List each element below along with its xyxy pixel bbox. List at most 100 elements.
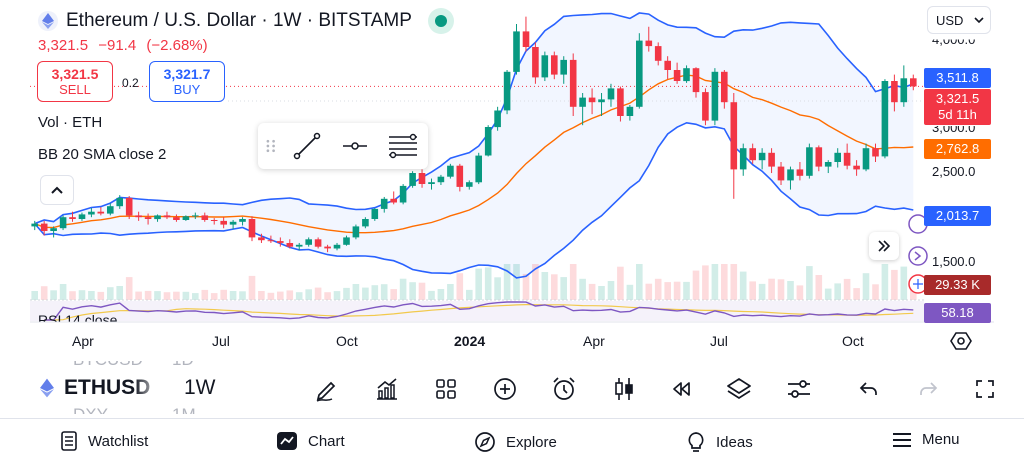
symbol-header[interactable]: Ethereum / U.S. Dollar · 1W · BITSTAMP [38,8,454,34]
compare-symbol-button[interactable] [492,376,518,402]
volume-bar [59,284,67,300]
sell-price: 3,321.5 [51,66,99,82]
candle [343,235,350,246]
volume-bar [267,292,275,300]
chevron-down-icon [974,17,984,24]
price-level-4000: 4,000.0 [932,32,976,48]
rsi-pane-bg [30,301,924,321]
candle [824,160,832,174]
symbol-title[interactable]: Ethereum / U.S. Dollar · 1W · BITSTAMP [66,10,412,31]
volume-bar [749,281,756,300]
indicators-button[interactable] [374,376,400,402]
expand-panel-button[interactable] [869,232,899,260]
volume-bar [182,291,190,300]
candle [192,212,199,220]
redo-button[interactable] [915,376,941,402]
prev-symbol[interactable]: BTCUSD [73,350,143,369]
fib-retracement-tool[interactable] [386,129,420,163]
candle [626,104,634,121]
redo-icon [920,382,938,395]
layouts-button[interactable] [433,376,459,402]
volume-bar [541,272,549,300]
chart-settings-button[interactable] [950,330,972,352]
current-timeframe[interactable]: 1W [184,376,216,399]
trend-line-tool[interactable] [289,129,323,163]
nav-explore[interactable]: Explore [474,431,557,453]
candle [702,88,709,126]
candle [437,174,445,185]
candle [173,214,180,222]
volume-bar [588,283,596,300]
fullscreen-button[interactable] [972,376,998,402]
volume-bar [277,291,284,300]
drag-handle-icon[interactable] [266,138,275,154]
symbol-picker[interactable]: ETHUSD 1W [40,376,216,400]
current-symbol[interactable]: ETHUSD [64,376,151,399]
volume-bar [484,267,492,300]
fullscreen-icon [976,380,994,398]
candle [532,42,539,84]
candle [891,74,898,112]
candle [154,214,161,222]
volume-bar [607,281,615,300]
chart-type-button[interactable] [611,376,637,402]
volume-bar [144,290,152,300]
candle [560,56,567,84]
candle [588,88,596,115]
sell-button[interactable]: 3,321.5 SELL [37,61,113,102]
price-chart[interactable] [0,0,1024,330]
candle [758,148,766,170]
nav-label: Ideas [716,433,753,451]
spread-value: 0.2 [122,76,139,90]
bb-upper-tag: 3,511.8 [924,68,991,88]
currency-select[interactable]: USD [927,6,991,34]
candle [390,191,397,205]
candle [475,152,482,185]
ethereum-icon [40,378,54,398]
volume-bar [229,291,237,300]
volume-bar [522,273,530,300]
prev-timeframe[interactable]: 1D [172,350,194,369]
buy-label: BUY [173,82,201,97]
volume-bar [617,266,624,300]
rsi-tag: 58.18 [924,303,991,323]
nav-watchlist[interactable]: Watchlist [60,431,148,451]
undo-button[interactable] [856,376,882,402]
market-open-icon[interactable] [427,8,454,34]
candle [107,203,114,216]
ethereum-icon [38,11,58,31]
candlestick-icon [615,378,633,400]
settings-sliders-button[interactable] [786,376,812,402]
sliders-icon [788,380,810,398]
nav-ideas[interactable]: Ideas [686,431,753,453]
nav-chart[interactable]: Chart [276,431,345,451]
volume-bar [428,290,435,300]
candle [579,93,586,126]
next-symbol[interactable]: DXY [73,405,108,424]
drawing-tools-button[interactable] [314,376,340,402]
grid-icon [436,379,456,399]
volume-bar [787,281,794,300]
time-label: Apr [583,333,605,349]
layers-button[interactable] [726,376,752,402]
rsi-indicator-label[interactable]: RSI 14 close [38,312,118,328]
buy-button[interactable]: 3,321.7 BUY [149,61,225,102]
volume-indicator-label[interactable]: Vol · ETH [38,114,103,131]
volume-bar [371,285,379,300]
nav-menu[interactable]: Menu [892,431,960,448]
next-timeframe[interactable]: 1M [172,405,196,424]
collapse-indicators-button[interactable] [40,175,74,205]
candle [428,178,435,190]
bollinger-indicator-label[interactable]: BB 20 SMA close 2 [38,146,167,163]
candle [447,163,454,179]
candle [654,42,662,66]
volume-bar [768,278,775,300]
indicator-side-icons [908,214,928,294]
volume-bars [31,264,917,300]
candle [787,166,794,190]
alerts-button[interactable] [551,376,577,402]
horizontal-line-tool[interactable] [338,129,372,163]
replay-button[interactable] [668,376,694,402]
volume-bar [900,266,908,300]
